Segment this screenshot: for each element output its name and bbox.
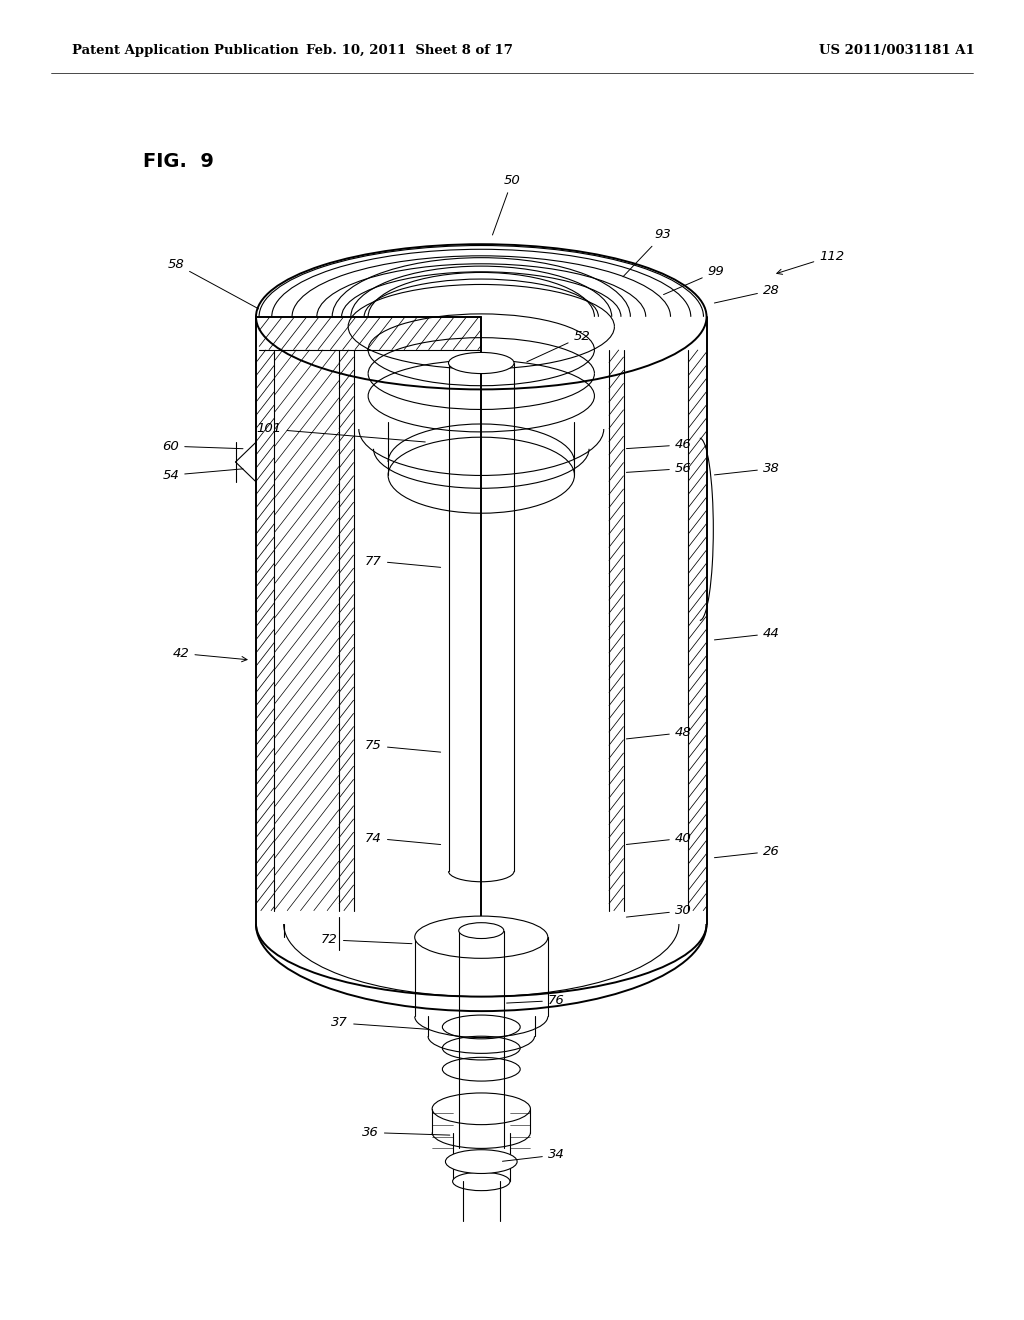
Text: 76: 76 [507,994,564,1007]
Text: FIG.  9: FIG. 9 [143,152,214,170]
Text: 52: 52 [526,330,590,362]
Text: 99: 99 [664,265,724,294]
Text: 72: 72 [322,933,412,946]
Text: Patent Application Publication: Patent Application Publication [72,44,298,57]
Text: 50: 50 [493,174,520,235]
Text: 74: 74 [366,832,440,845]
Text: 101: 101 [256,422,425,442]
Text: 54: 54 [163,469,243,482]
Text: 48: 48 [627,726,691,739]
Text: 56: 56 [627,462,691,475]
Ellipse shape [432,1093,530,1125]
Ellipse shape [449,352,514,374]
Text: 93: 93 [623,228,671,277]
Text: 44: 44 [715,627,779,640]
Ellipse shape [256,244,707,389]
Ellipse shape [445,1150,517,1173]
Ellipse shape [453,1172,510,1191]
Text: 40: 40 [627,832,691,845]
Text: 30: 30 [627,904,691,917]
Text: Feb. 10, 2011  Sheet 8 of 17: Feb. 10, 2011 Sheet 8 of 17 [306,44,513,57]
Text: 58: 58 [168,257,259,309]
Text: US 2011/0031181 A1: US 2011/0031181 A1 [819,44,975,57]
Text: 26: 26 [715,845,779,858]
Text: 37: 37 [332,1016,429,1030]
Text: 28: 28 [715,284,779,304]
Ellipse shape [459,923,504,939]
Text: 60: 60 [163,440,243,453]
Ellipse shape [415,916,548,958]
Text: 77: 77 [366,554,440,568]
Text: 75: 75 [366,739,440,752]
Text: 112: 112 [777,249,845,275]
Text: 42: 42 [173,647,247,661]
Text: 38: 38 [715,462,779,475]
Text: 34: 34 [503,1148,564,1162]
Text: 36: 36 [362,1126,450,1139]
Text: 46: 46 [627,438,691,451]
